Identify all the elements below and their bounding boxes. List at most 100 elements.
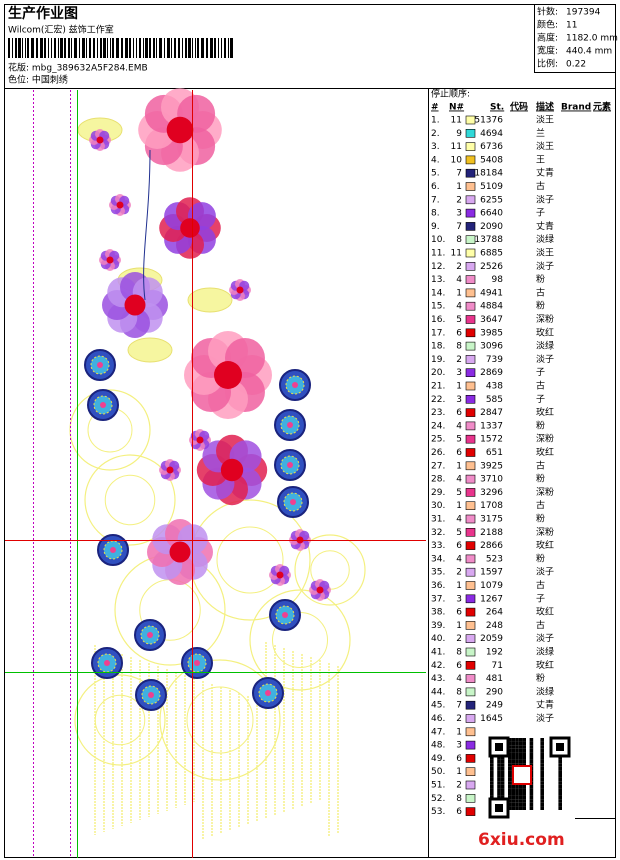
qr-cell <box>540 748 544 753</box>
qr-cell <box>522 784 526 789</box>
bar <box>93 38 95 58</box>
qr-cell <box>508 806 512 810</box>
needle: 8 <box>456 687 462 697</box>
needle: 6 <box>456 328 462 338</box>
qr-cell <box>515 806 519 810</box>
row-index: 53. <box>431 807 445 817</box>
qr-cell <box>500 777 505 782</box>
swatch <box>465 155 476 165</box>
swatch <box>465 381 476 391</box>
row-index: 46. <box>431 714 445 724</box>
qr-cell <box>558 806 562 810</box>
stitches: 3175 <box>480 515 503 525</box>
stitches: 2059 <box>480 634 503 644</box>
qr-cell <box>490 777 494 782</box>
qr-cell <box>529 784 534 789</box>
qr-cell <box>490 784 494 789</box>
description: 兰 <box>536 127 545 139</box>
row-index: 31. <box>431 515 445 525</box>
info-value: 1182.0 mm <box>566 34 618 44</box>
bar <box>58 38 59 58</box>
center <box>96 136 104 144</box>
row-index: 50. <box>431 767 445 777</box>
center <box>276 571 284 579</box>
qr-cell <box>558 777 562 782</box>
barcode <box>8 38 233 58</box>
swatch <box>465 660 476 670</box>
qr-cell <box>522 792 526 796</box>
description: 淡子 <box>536 567 554 578</box>
qr-cell <box>490 781 494 785</box>
swatch <box>465 754 476 763</box>
row-index: 43. <box>431 674 445 684</box>
bar <box>22 38 23 58</box>
bar <box>214 38 216 58</box>
description: 子 <box>536 367 545 378</box>
needle: 3 <box>456 741 462 751</box>
qr-cell <box>511 741 516 746</box>
needle: 5 <box>456 315 462 325</box>
qr-code <box>478 734 574 819</box>
rosette <box>100 402 106 408</box>
qr-cell <box>529 792 534 796</box>
description: 淡王 <box>536 115 554 126</box>
stem <box>143 149 151 301</box>
qr-finder <box>495 743 503 751</box>
swirl <box>249 589 351 691</box>
row-index: 24. <box>431 421 445 431</box>
stitches: 6640 <box>480 209 503 219</box>
swatch <box>465 195 476 205</box>
qr-cell <box>511 795 516 800</box>
needle: 4 <box>456 275 462 285</box>
needle: 6 <box>456 541 462 551</box>
rosette <box>97 362 103 368</box>
qr-cell <box>540 788 544 792</box>
info-label: 颜色: <box>537 19 558 31</box>
stitches: 438 <box>486 382 503 392</box>
bar <box>25 38 26 58</box>
rosette <box>194 660 200 666</box>
row-index: 25. <box>431 435 445 445</box>
column-header: St. <box>490 103 504 113</box>
description: 丈青 <box>536 220 554 232</box>
qr-cell <box>497 784 501 789</box>
row-index: 21. <box>431 382 445 392</box>
needle: 7 <box>456 701 462 711</box>
bar <box>210 38 213 58</box>
swatch <box>465 674 476 683</box>
row-index: 5. <box>431 169 440 179</box>
needle: 2 <box>456 355 462 365</box>
center <box>169 541 191 563</box>
qr-cell <box>515 784 519 789</box>
bar <box>27 38 29 58</box>
bar <box>149 38 151 58</box>
description: 丈青 <box>536 167 554 179</box>
qr-cell <box>529 795 534 800</box>
qr-cell <box>508 784 512 789</box>
description: 子 <box>536 593 545 604</box>
row-index: 8. <box>431 209 440 219</box>
row-index: 49. <box>431 754 445 764</box>
qr-cell <box>558 784 562 789</box>
description: 淡绿 <box>536 233 554 245</box>
stitches: 13788 <box>474 235 503 245</box>
stitches: 192 <box>486 648 503 658</box>
qr-cell <box>490 756 494 760</box>
rosette <box>265 690 271 696</box>
qr-cell <box>497 781 501 785</box>
stitches: 523 <box>486 554 503 564</box>
swatch <box>465 315 476 324</box>
stitches: 585 <box>486 395 503 405</box>
info-value: 11 <box>566 21 577 31</box>
qr-cell <box>490 766 494 771</box>
qr-cell <box>558 763 562 767</box>
qr-cell <box>522 741 526 746</box>
bar <box>86 38 87 58</box>
qr-cell <box>558 788 562 792</box>
row-index: 1. <box>431 116 440 126</box>
swatch <box>465 793 476 803</box>
swatch <box>465 621 476 630</box>
bar <box>110 38 111 58</box>
qr-cell <box>529 756 534 760</box>
needle: 3 <box>456 209 462 219</box>
